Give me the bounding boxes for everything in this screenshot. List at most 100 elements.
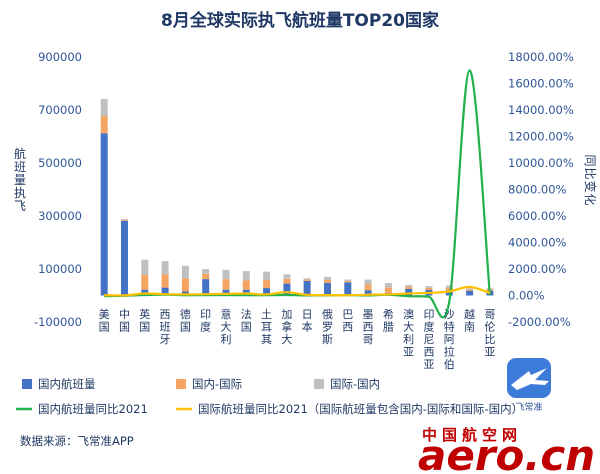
category-label: 日本 xyxy=(302,308,313,334)
bar-dom-intl xyxy=(202,273,210,280)
right-tick-label: 10000.00% xyxy=(508,156,574,170)
bar-domestic xyxy=(100,133,108,296)
legend-label-domestic: 国内航班量 xyxy=(38,377,96,391)
bar-domestic xyxy=(161,287,169,296)
bar-dom-intl xyxy=(445,287,453,291)
bar-domestic xyxy=(202,279,210,296)
right-tick-label: 16000.00% xyxy=(508,77,574,91)
left-tick-label: -100000 xyxy=(34,315,82,329)
category-label: 英国 xyxy=(139,307,150,334)
watermark-logo: 中国航空网 aero.cn xyxy=(418,426,595,474)
svg-text:变: 变 xyxy=(583,180,598,192)
bar-domestic xyxy=(344,282,352,296)
legend-swatch-domestic xyxy=(22,379,32,389)
right-tick-label: 12000.00% xyxy=(508,130,574,144)
bar-domestic xyxy=(263,288,271,296)
legend-label-dom-intl: 国内-国际 xyxy=(192,377,242,391)
bar-dom-intl xyxy=(222,279,230,290)
app-badge: 飞常准 xyxy=(507,358,551,413)
bar-domestic xyxy=(324,282,331,296)
right-tick-label: 14000.00% xyxy=(508,103,574,117)
plot-area xyxy=(100,69,494,319)
bar-domestic xyxy=(222,289,230,296)
bar-dom-intl xyxy=(405,286,413,289)
bar-dom-intl xyxy=(384,287,392,293)
category-label: 德国 xyxy=(180,307,191,334)
bar-intl-dom xyxy=(242,271,250,281)
bar-intl-dom xyxy=(364,279,372,285)
svg-text:班: 班 xyxy=(14,160,26,174)
bar-domestic xyxy=(466,290,474,296)
airplane-icon xyxy=(511,368,549,390)
line-intl-yoy xyxy=(104,285,491,297)
legend-swatch-dom-intl xyxy=(176,379,186,389)
bar-intl-dom xyxy=(303,278,311,280)
category-label: 意大利 xyxy=(220,307,231,346)
bar-intl-dom xyxy=(425,286,433,288)
category-label: 墨西哥 xyxy=(363,308,374,346)
category-label: 土耳其 xyxy=(261,308,272,346)
right-tick-label: -2000.00% xyxy=(508,315,571,329)
category-label: 加拿大 xyxy=(281,308,292,346)
bar-intl-dom xyxy=(283,274,291,279)
right-tick-label: 0.00% xyxy=(508,289,545,303)
svg-text:比: 比 xyxy=(583,167,597,179)
legend-label-intl-yoy: 国际航班量同比2021（国际航班量包含国内-国际和国际-国内） xyxy=(198,402,523,416)
bar-intl-dom xyxy=(445,285,453,288)
left-tick-label: 700000 xyxy=(38,103,82,117)
bar-dom-intl xyxy=(303,279,311,281)
bar-intl-dom xyxy=(384,283,392,288)
bar-dom-intl xyxy=(121,220,128,221)
category-label: 印度尼西亚 xyxy=(423,308,434,371)
category-label: 巴西 xyxy=(342,308,353,334)
bar-domestic xyxy=(405,288,413,296)
left-tick-label: 300000 xyxy=(38,209,82,223)
category-label: 哥伦比亚 xyxy=(484,308,495,359)
svg-text:飞: 飞 xyxy=(14,199,26,213)
svg-text:同: 同 xyxy=(583,154,597,166)
bar-dom-intl xyxy=(466,289,474,291)
left-axis-ticks: -100000 100000 300000 500000 700000 900000 xyxy=(34,50,82,329)
svg-text:化: 化 xyxy=(583,193,597,205)
bar-dom-intl xyxy=(324,279,331,283)
svg-text:执: 执 xyxy=(14,186,26,200)
right-tick-label: 18000.00% xyxy=(508,50,574,64)
source-text: 数据来源：飞常准APP xyxy=(20,434,134,448)
category-label: 法国 xyxy=(241,307,252,334)
category-label: 澳大利亚 xyxy=(403,308,414,359)
app-badge-label: 飞常准 xyxy=(515,401,542,413)
left-tick-label: 900000 xyxy=(38,50,82,64)
category-label: 中国 xyxy=(119,308,130,334)
bar-dom-intl xyxy=(141,275,149,290)
legend-label-domestic-yoy: 国内航班量同比2021 xyxy=(38,402,148,416)
bar-intl-dom xyxy=(324,276,331,280)
legend-swatch-intl-dom xyxy=(314,379,324,389)
category-label: 美国 xyxy=(99,308,110,334)
right-tick-label: 8000.00% xyxy=(508,183,567,197)
category-label: 印度 xyxy=(200,308,211,334)
bar-dom-intl xyxy=(364,284,372,291)
left-tick-label: 100000 xyxy=(38,262,82,276)
right-tick-label: 4000.00% xyxy=(508,236,567,250)
bar-dom-intl xyxy=(242,280,250,290)
svg-text:量: 量 xyxy=(14,173,26,187)
bar-dom-intl xyxy=(263,280,271,288)
bar-dom-intl xyxy=(161,274,169,288)
watermark-en: aero.cn xyxy=(418,431,595,474)
watermark-cn: 中国航空网 xyxy=(422,426,522,444)
bar-dom-intl xyxy=(283,278,291,284)
bar-intl-dom xyxy=(222,269,230,280)
bar-intl-dom xyxy=(466,288,474,290)
right-tick-label: 6000.00% xyxy=(508,209,567,223)
bar-domestic xyxy=(445,290,453,296)
bar-intl-dom xyxy=(121,219,128,220)
legend-label-intl-dom: 国际-国内 xyxy=(330,377,380,391)
category-label: 希腊 xyxy=(383,307,394,334)
bar-dom-intl xyxy=(425,287,433,290)
left-tick-label: 500000 xyxy=(38,156,82,170)
category-label: 沙特阿拉伯 xyxy=(444,308,455,371)
category-label: 越南 xyxy=(464,307,475,334)
bar-domestic xyxy=(283,283,291,296)
